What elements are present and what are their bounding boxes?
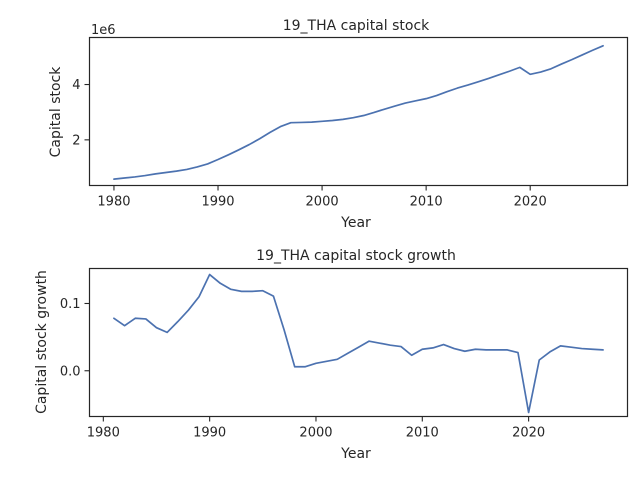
x-tick-label: 2010 (406, 426, 439, 441)
y-offset-text: 1e6 (91, 23, 116, 38)
chart-title: 19_THA capital stock (283, 18, 430, 34)
x-tick-label: 2000 (306, 195, 339, 210)
x-tick-label: 2020 (512, 426, 545, 441)
chart-capital-stock-growth: 19_THA capital stock growth Capital stoc… (34, 248, 629, 462)
y-tick-label: 0.0 (60, 364, 81, 379)
x-axis-label: Year (340, 446, 371, 462)
x-tick-label: 1980 (97, 195, 130, 210)
x-tick-label: 2020 (514, 195, 547, 210)
y-tick-label: 0.1 (60, 297, 81, 312)
y-axis-label: Capital stock (48, 66, 64, 158)
chart-title: 19_THA capital stock growth (256, 248, 456, 264)
series-line (113, 44, 604, 180)
tick-group: 1980 1990 2000 2010 2020 0.0 0.1 (60, 297, 545, 441)
y-tick-label: 2 (72, 133, 80, 148)
tick-group: 1980 1990 2000 2010 2020 2 4 (72, 78, 547, 209)
x-tick-label: 1990 (193, 426, 226, 441)
x-tick-label: 2010 (410, 195, 443, 210)
x-tick-label: 1990 (201, 195, 234, 210)
y-axis-label: Capital stock growth (34, 270, 50, 414)
y-tick-label: 4 (72, 78, 80, 93)
x-tick-label: 2000 (299, 426, 332, 441)
plot-frame (88, 267, 629, 418)
chart-capital-stock: 19_THA capital stock 1e6 Capital stock Y… (48, 18, 629, 231)
series-line (113, 273, 604, 414)
plot-frame (88, 36, 629, 187)
x-tick-label: 1980 (87, 426, 120, 441)
x-axis-label: Year (340, 215, 371, 231)
